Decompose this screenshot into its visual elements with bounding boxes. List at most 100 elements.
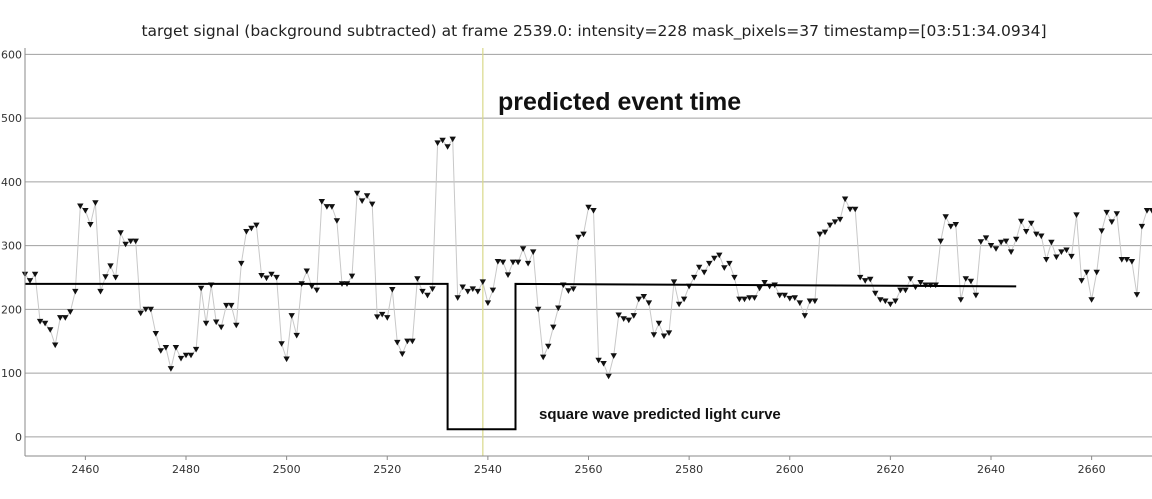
data-point-marker	[202, 320, 210, 327]
data-point-marker	[1073, 212, 1080, 218]
x-tick-label: 2580	[675, 463, 703, 476]
y-tick-label: 100	[1, 367, 22, 380]
data-point-marker	[1028, 220, 1035, 227]
data-point-marker	[112, 274, 119, 281]
data-point-marker	[273, 274, 280, 281]
data-point-marker	[957, 297, 964, 303]
data-point-marker	[680, 296, 688, 303]
data-point-marker	[917, 280, 924, 286]
data-point-marker	[77, 203, 84, 210]
data-point-marker	[469, 286, 476, 292]
data-point-marker	[967, 278, 975, 285]
plot-frame	[24, 48, 1152, 457]
data-point-marker	[696, 264, 703, 271]
y-tick-label: 300	[1, 240, 22, 253]
x-tick-label: 2480	[172, 463, 200, 476]
data-point-marker	[31, 271, 39, 278]
data-point-marker	[580, 231, 587, 238]
data-point-marker	[1133, 292, 1141, 298]
x-tick-label: 2660	[1078, 463, 1106, 476]
data-point-marker	[524, 260, 532, 267]
data-point-marker	[379, 311, 386, 318]
data-point-marker	[57, 315, 64, 321]
x-tick-label: 2600	[776, 463, 804, 476]
predicted-event-annotation: predicted event time	[498, 88, 741, 116]
data-point-marker	[1038, 233, 1045, 240]
data-point-marker	[781, 292, 788, 299]
data-point-marker	[177, 355, 185, 362]
y-tick-label: 0	[15, 431, 22, 444]
data-point-marker	[449, 136, 456, 143]
data-point-marker	[414, 276, 421, 282]
data-point-marker	[67, 309, 74, 315]
data-point-marker	[902, 287, 909, 294]
data-point-marker	[987, 243, 995, 249]
data-point-marker	[831, 219, 839, 225]
data-point-marker	[530, 249, 537, 255]
data-point-marker	[394, 339, 401, 346]
data-point-marker	[751, 295, 758, 301]
data-point-marker	[1058, 249, 1065, 255]
data-point-marker	[358, 198, 366, 204]
data-point-marker	[384, 315, 391, 321]
data-point-marker	[328, 204, 336, 210]
data-point-marker	[313, 287, 320, 294]
data-point-marker	[786, 295, 793, 302]
data-point-marker	[97, 288, 104, 295]
x-tick-label: 2560	[575, 463, 603, 476]
data-point-marker	[585, 204, 592, 211]
data-point-marker	[308, 283, 315, 290]
data-point-marker	[509, 259, 517, 266]
data-point-marker	[746, 295, 753, 301]
data-point-marker	[1148, 208, 1152, 214]
square-wave-line	[25, 282, 1017, 431]
data-point-marker	[1023, 229, 1030, 235]
data-point-marker	[1053, 254, 1060, 261]
data-point-marker	[479, 279, 486, 285]
data-point-marker	[796, 300, 803, 306]
data-point-marker	[439, 137, 446, 144]
data-point-marker	[706, 260, 713, 267]
data-point-marker	[862, 278, 869, 284]
data-point-marker	[484, 300, 492, 306]
data-point-marker	[1098, 228, 1105, 234]
data-point-marker	[499, 259, 507, 266]
data-point-marker	[303, 268, 310, 275]
data-point-marker	[841, 196, 849, 203]
data-point-marker	[942, 214, 949, 220]
y-tick-label: 500	[1, 112, 22, 125]
data-point-marker	[726, 260, 733, 267]
data-point-marker	[162, 345, 170, 351]
data-point-marker	[1093, 269, 1100, 276]
data-point-marker	[615, 312, 622, 319]
data-point-marker	[36, 318, 44, 325]
data-point-marker	[172, 345, 180, 351]
data-point-marker	[540, 354, 547, 361]
data-point-marker	[816, 231, 824, 238]
y-tick-label: 400	[1, 176, 22, 189]
data-point-marker	[610, 353, 617, 359]
data-point-marker	[87, 222, 94, 228]
data-point-marker	[620, 316, 627, 322]
data-point-marker	[494, 259, 502, 265]
data-point-marker	[1108, 219, 1115, 225]
data-point-marker	[333, 218, 341, 224]
data-point-marker	[1063, 247, 1070, 254]
data-point-marker	[132, 238, 139, 245]
data-point-marker	[389, 287, 396, 293]
data-point-marker	[243, 229, 250, 235]
data-point-marker	[92, 200, 99, 206]
data-point-marker	[826, 222, 834, 229]
data-point-marker	[535, 306, 542, 313]
data-point-marker	[721, 265, 728, 271]
data-point-marker	[570, 286, 577, 292]
data-point-marker	[882, 298, 889, 305]
data-point-marker	[374, 314, 381, 320]
data-point-marker	[1007, 249, 1015, 255]
data-point-marker	[318, 199, 325, 205]
data-point-marker	[590, 208, 597, 214]
data-point-marker	[550, 324, 557, 331]
data-point-marker	[1033, 231, 1040, 238]
data-point-marker	[872, 290, 879, 297]
signal-markers	[21, 136, 1152, 380]
